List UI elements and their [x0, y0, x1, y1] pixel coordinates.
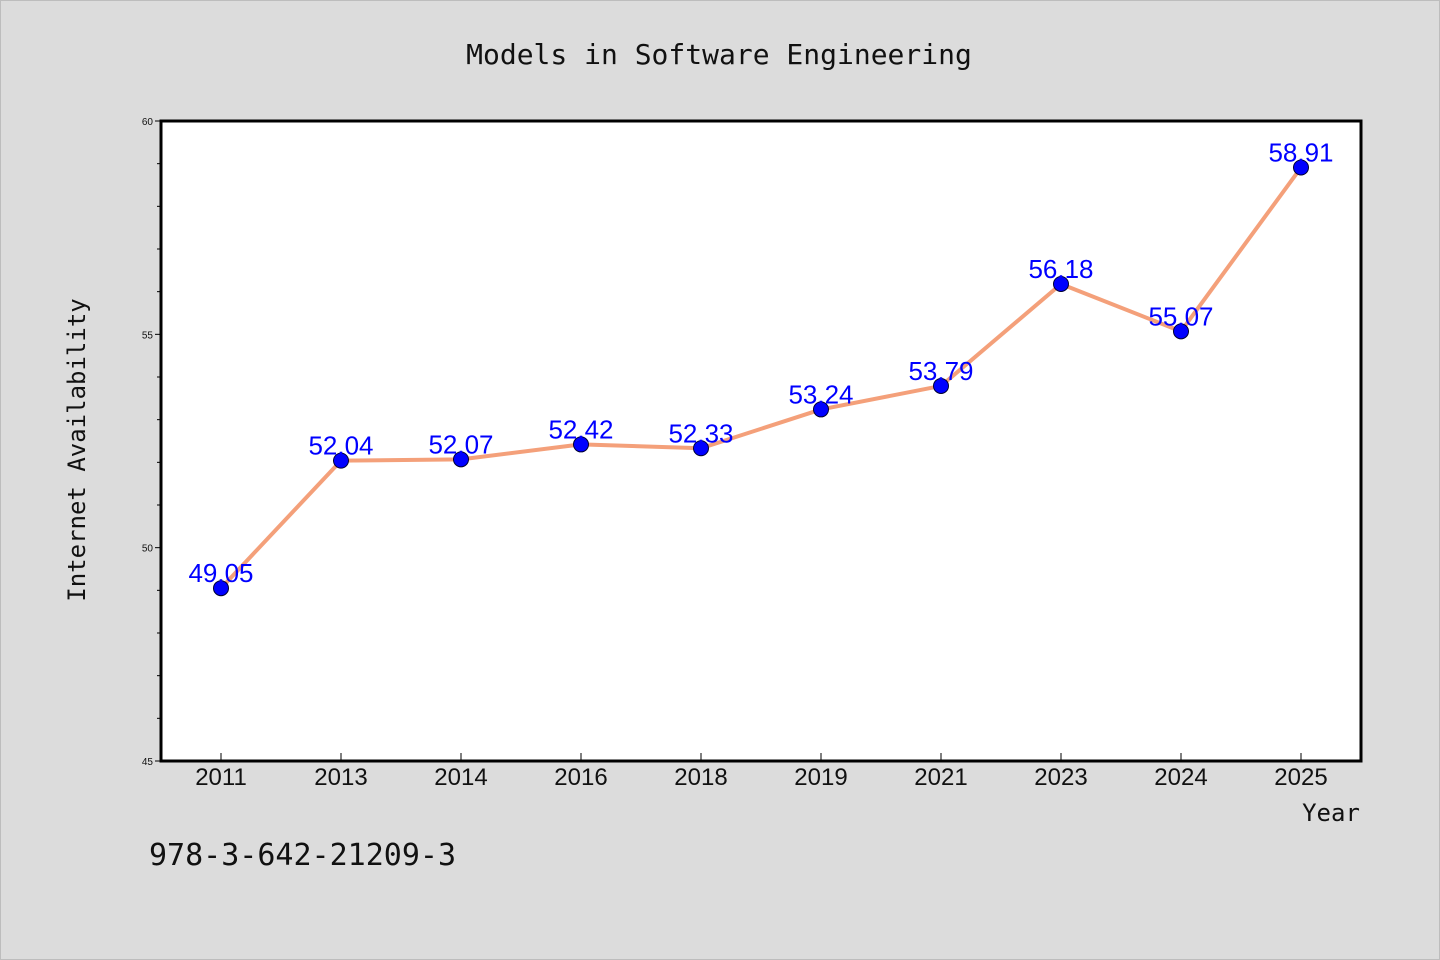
x-tick-label: 2013	[314, 764, 367, 791]
data-point	[1053, 275, 1069, 292]
data-label: 49.05	[188, 558, 253, 588]
y-axis: 45 50 55 60	[142, 117, 161, 768]
x-tick-label: 2011	[195, 764, 247, 791]
y-tick-label: 50	[142, 544, 154, 555]
data-point	[1293, 159, 1309, 176]
data-label: 53.79	[908, 356, 973, 386]
chart-title: Models in Software Engineering	[466, 38, 972, 71]
x-tick-label: 2018	[674, 764, 727, 791]
x-tick-label: 2023	[1034, 764, 1087, 791]
series-layer: 49.05 52.04 52.07 52.42 52.33 53.24 53.79 56.18…	[188, 138, 1334, 597]
data-point	[933, 377, 949, 394]
data-point	[693, 440, 709, 457]
data-point	[213, 580, 229, 597]
isbn-annotation: 978-3-642-21209-3	[149, 838, 456, 873]
data-point	[453, 451, 469, 468]
data-label: 52.07	[428, 429, 493, 459]
data-label: 56.18	[1028, 254, 1093, 284]
data-label: 52.33	[668, 418, 733, 448]
data-point	[813, 401, 829, 418]
data-point	[1173, 323, 1189, 340]
y-tick-label: 55	[142, 330, 154, 341]
data-label: 55.07	[1148, 301, 1213, 331]
data-label: 52.04	[308, 431, 373, 461]
data-label: 58.91	[1268, 138, 1333, 168]
y-tick-label: 60	[142, 117, 154, 128]
x-tick-label: 2025	[1274, 764, 1327, 791]
x-tick-label: 2021	[914, 764, 967, 791]
y-tick-label: 45	[142, 757, 154, 768]
x-axis-label: Year	[1302, 799, 1360, 827]
x-tick-label: 2016	[554, 764, 607, 791]
plot-area	[159, 119, 1363, 763]
x-axis: 2011 2013 2014 2016 2018 2019 2021 2023 2024 2025	[195, 753, 1328, 791]
data-label: 53.24	[788, 379, 853, 409]
x-tick-label: 2019	[794, 764, 847, 791]
x-tick-label: 2024	[1154, 764, 1207, 791]
series-line	[219, 165, 1303, 591]
y-axis-label: Internet Availability	[63, 298, 91, 601]
x-tick-label: 2014	[434, 764, 487, 791]
data-label: 52.42	[548, 414, 613, 444]
data-point	[333, 452, 349, 469]
data-point	[573, 436, 589, 453]
